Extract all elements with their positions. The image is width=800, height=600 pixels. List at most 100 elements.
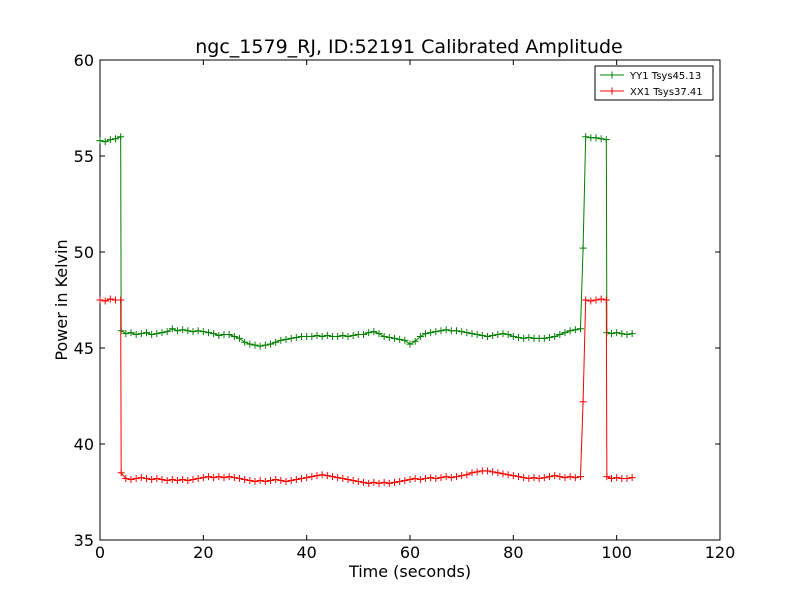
data-point bbox=[236, 334, 243, 342]
data-point bbox=[236, 475, 243, 483]
data-point bbox=[597, 295, 605, 303]
chart-title: ngc_1579_RJ, ID:52191 Calibrated Amplitu… bbox=[195, 36, 623, 58]
data-point bbox=[199, 328, 207, 336]
data-point bbox=[153, 475, 161, 483]
data-point bbox=[210, 330, 218, 338]
data-point bbox=[504, 471, 512, 479]
data-point bbox=[571, 474, 579, 482]
data-point bbox=[385, 479, 393, 487]
data-point bbox=[473, 331, 481, 339]
plot-area bbox=[99, 59, 721, 541]
series-0 bbox=[96, 133, 636, 350]
data-point bbox=[251, 341, 259, 349]
data-point bbox=[365, 479, 373, 487]
data-point bbox=[380, 478, 388, 486]
data-point bbox=[148, 331, 156, 339]
data-point bbox=[613, 329, 621, 337]
data-point bbox=[442, 326, 450, 334]
data-point bbox=[592, 296, 600, 304]
data-point bbox=[101, 138, 109, 146]
data-point bbox=[205, 473, 212, 481]
data-point bbox=[525, 475, 533, 483]
data-point bbox=[205, 329, 212, 337]
data-point bbox=[256, 476, 264, 484]
data-point bbox=[582, 133, 590, 141]
legend-entry: YY1 Tsys45.13 bbox=[600, 71, 701, 82]
data-point bbox=[292, 333, 300, 341]
data-point bbox=[360, 331, 367, 339]
data-point bbox=[344, 332, 352, 340]
data-point bbox=[391, 478, 398, 486]
data-point bbox=[618, 330, 626, 338]
data-point bbox=[261, 341, 269, 349]
data-point bbox=[106, 295, 114, 303]
data-point bbox=[158, 476, 166, 484]
data-point bbox=[334, 474, 342, 482]
data-point bbox=[225, 473, 233, 481]
data-point bbox=[282, 477, 290, 485]
data-point bbox=[282, 335, 290, 343]
data-point bbox=[370, 478, 378, 486]
data-point bbox=[308, 473, 316, 481]
data-point bbox=[375, 479, 383, 487]
data-point bbox=[494, 331, 502, 339]
data-point bbox=[106, 136, 114, 144]
data-point bbox=[215, 332, 223, 340]
data-point bbox=[267, 476, 274, 484]
data-point bbox=[520, 474, 528, 482]
data-point bbox=[168, 476, 176, 484]
data-point bbox=[623, 475, 631, 483]
data-point bbox=[566, 473, 574, 481]
data-point bbox=[163, 328, 171, 336]
legend-entry: XX1 Tsys37.41 bbox=[600, 87, 703, 98]
data-point bbox=[380, 332, 388, 340]
data-point bbox=[453, 327, 460, 335]
legend-label: YY1 Tsys45.13 bbox=[629, 71, 701, 82]
data-point bbox=[509, 332, 517, 340]
data-point bbox=[153, 330, 161, 338]
data-point bbox=[143, 329, 150, 337]
x-tick-label: 60 bbox=[400, 543, 420, 562]
data-point bbox=[608, 475, 615, 483]
data-point bbox=[287, 334, 295, 342]
x-tick-label: 120 bbox=[705, 543, 736, 562]
data-point bbox=[499, 330, 507, 338]
data-point bbox=[137, 330, 145, 338]
data-point bbox=[571, 326, 579, 334]
data-point bbox=[499, 470, 507, 478]
data-point bbox=[272, 476, 280, 484]
data-point bbox=[504, 331, 512, 339]
data-point bbox=[168, 325, 176, 333]
data-point bbox=[251, 477, 259, 485]
data-point bbox=[535, 475, 543, 483]
data-point bbox=[277, 336, 285, 344]
data-point bbox=[592, 134, 600, 142]
x-axis-label: Time (seconds) bbox=[348, 562, 471, 581]
data-point bbox=[127, 476, 135, 484]
data-point bbox=[122, 475, 130, 483]
legend: YY1 Tsys45.13 XX1 Tsys37.41 bbox=[594, 65, 714, 101]
data-point bbox=[143, 475, 150, 483]
data-point bbox=[478, 332, 486, 340]
data-point bbox=[453, 473, 460, 481]
data-point bbox=[117, 133, 125, 141]
data-point bbox=[292, 476, 300, 484]
data-point bbox=[225, 331, 233, 339]
data-point bbox=[117, 296, 125, 304]
x-tick-label: 20 bbox=[193, 543, 213, 562]
data-point bbox=[406, 340, 414, 348]
data-point bbox=[391, 334, 398, 342]
data-point bbox=[313, 332, 321, 340]
data-point bbox=[602, 136, 610, 144]
data-point bbox=[509, 472, 517, 480]
data-point bbox=[174, 476, 181, 484]
x-tick-label: 0 bbox=[95, 543, 105, 562]
data-point bbox=[579, 244, 587, 252]
data-point bbox=[215, 473, 223, 481]
data-point bbox=[396, 477, 404, 485]
data-point bbox=[179, 326, 187, 334]
data-point bbox=[230, 332, 238, 340]
data-point bbox=[411, 337, 419, 345]
data-point bbox=[132, 331, 140, 339]
data-point bbox=[241, 476, 249, 484]
